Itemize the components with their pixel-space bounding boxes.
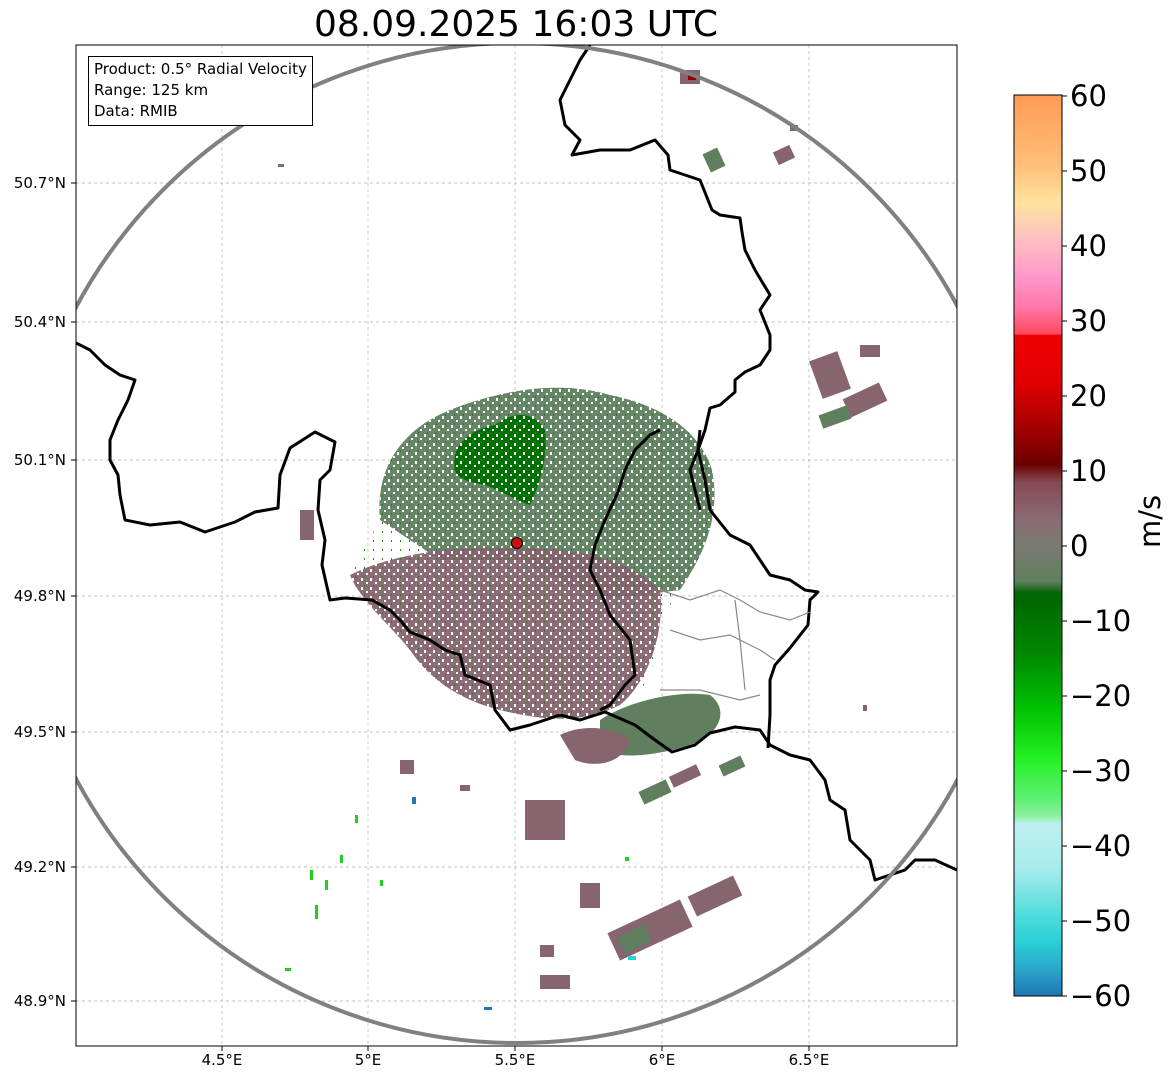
colorbar-tick-label: −20	[1070, 679, 1132, 713]
colorbar-tick-label: 20	[1070, 379, 1107, 413]
lat-label: 49.2°N	[13, 858, 66, 876]
colorbar-gradient	[1013, 94, 1063, 997]
info-box: Product: 0.5° Radial Velocity Range: 125…	[88, 56, 313, 126]
colorbar-tick-label: 30	[1070, 304, 1107, 338]
radar-site-marker	[511, 537, 523, 549]
map-frame	[75, 44, 958, 1047]
info-product: Product: 0.5° Radial Velocity	[94, 60, 307, 78]
lat-label: 49.8°N	[13, 587, 66, 605]
lon-label: 6.5°E	[788, 1051, 830, 1069]
country-borders	[76, 45, 957, 882]
scattered-echoes	[278, 70, 888, 1010]
colorbar-tick-label: −10	[1070, 604, 1132, 638]
lat-label: 48.9°N	[13, 992, 66, 1010]
colorbar-tick-label: 60	[1070, 79, 1107, 113]
lon-label: 5.5°E	[494, 1051, 536, 1069]
info-data: Data: RMIB	[94, 102, 178, 120]
colorbar-tick-label: −60	[1070, 979, 1132, 1013]
lon-label: 5°E	[354, 1051, 382, 1069]
colorbar-tick-label: −50	[1070, 904, 1132, 938]
colorbar-tick-label: −40	[1070, 829, 1132, 863]
lon-label: 4.5°E	[201, 1051, 243, 1069]
map-title: 08.09.2025 16:03 UTC	[313, 4, 719, 45]
district-lines	[659, 589, 811, 701]
colorbar-tick-label: 40	[1070, 229, 1107, 263]
info-range: Range: 125 km	[94, 81, 209, 99]
radar-echoes	[278, 70, 888, 1010]
colorbar	[1013, 94, 1067, 997]
lat-label: 50.4°N	[13, 313, 66, 331]
colorbar-tick-label: 50	[1070, 154, 1107, 188]
colorbar-tick-label: −30	[1070, 754, 1132, 788]
lat-label: 50.7°N	[13, 174, 66, 192]
colorbar-tick-label: 0	[1070, 529, 1089, 563]
colorbar-unit-label: m/s	[1133, 494, 1167, 548]
lat-label: 50.1°N	[13, 451, 66, 469]
colorbar-tick-label: 10	[1070, 454, 1107, 488]
lon-label: 6°E	[648, 1051, 676, 1069]
range-ring	[76, 45, 957, 1045]
lat-label: 49.5°N	[13, 723, 66, 741]
